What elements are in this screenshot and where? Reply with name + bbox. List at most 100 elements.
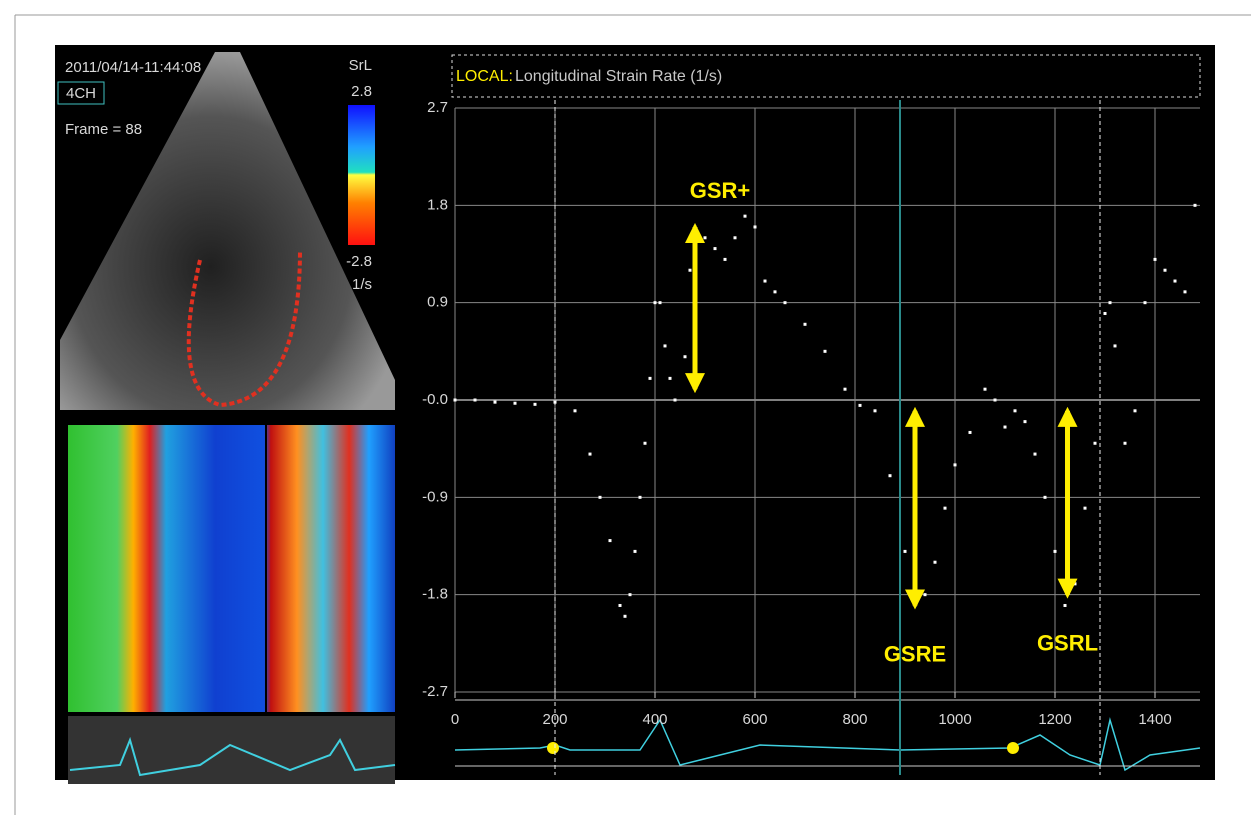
point: [1074, 582, 1077, 585]
point: [1144, 301, 1147, 304]
point: [1134, 409, 1137, 412]
point: [689, 269, 692, 272]
x-tick-label: 800: [842, 711, 867, 728]
y-tick-label: 0.9: [427, 294, 448, 311]
point: [534, 403, 537, 406]
y-tick-label: 1.8: [427, 196, 448, 213]
point: [1194, 204, 1197, 207]
point: [1154, 258, 1157, 261]
point: [454, 399, 457, 402]
point: [859, 404, 862, 407]
page: {"panel": {"timestamp": "2011/04/14-11:4…: [0, 0, 1251, 820]
point: [714, 247, 717, 250]
point: [984, 388, 987, 391]
point: [1054, 550, 1057, 553]
point: [634, 550, 637, 553]
point: [629, 593, 632, 596]
point: [784, 301, 787, 304]
point: [1084, 507, 1087, 510]
point: [1114, 344, 1117, 347]
point: [1064, 604, 1067, 607]
point: [754, 225, 757, 228]
point: [969, 431, 972, 434]
point: [1124, 442, 1127, 445]
point: [514, 402, 517, 405]
y-tick-label: -2.7: [422, 683, 448, 700]
point: [744, 215, 747, 218]
point: [1004, 426, 1007, 429]
point: [649, 377, 652, 380]
annotation-label: GSRL: [1037, 630, 1098, 655]
y-tick-label: -1.8: [422, 586, 448, 603]
point: [624, 615, 627, 618]
point: [954, 463, 957, 466]
point: [669, 377, 672, 380]
y-tick-label: 2.7: [427, 99, 448, 116]
event-dot: [547, 742, 559, 754]
point: [1104, 312, 1107, 315]
x-tick-label: 0: [451, 711, 459, 728]
point: [1109, 301, 1112, 304]
point: [844, 388, 847, 391]
color-bar: [348, 105, 375, 245]
point: [874, 409, 877, 412]
point: [924, 593, 927, 596]
y-tick-label: -0.0: [422, 391, 448, 408]
scale-unit: 1/s: [352, 276, 372, 293]
point: [704, 236, 707, 239]
point: [764, 280, 767, 283]
point: [659, 301, 662, 304]
point: [609, 539, 612, 542]
scale-min: -2.8: [346, 253, 372, 270]
chart-title: Longitudinal Strain Rate (1/s): [515, 68, 722, 85]
annotation-label: GSRE: [884, 641, 946, 666]
point: [674, 399, 677, 402]
point: [944, 507, 947, 510]
point: [554, 401, 557, 404]
point: [889, 474, 892, 477]
point: [684, 355, 687, 358]
event-dot: [1007, 742, 1019, 754]
point: [644, 442, 647, 445]
x-tick-label: 400: [642, 711, 667, 728]
annotation-label: GSR+: [690, 178, 751, 203]
y-tick-label: -0.9: [422, 488, 448, 505]
point: [824, 350, 827, 353]
point: [724, 258, 727, 261]
point: [1034, 453, 1037, 456]
point: [904, 550, 907, 553]
timestamp: 2011/04/14-11:44:08: [65, 59, 201, 76]
point: [804, 323, 807, 326]
title-label: LOCAL:: [456, 68, 513, 85]
point: [1014, 409, 1017, 412]
point: [639, 496, 642, 499]
x-tick-label: 1400: [1138, 711, 1171, 728]
point: [574, 409, 577, 412]
screen: 2011/04/14-11:44:08 4CH Frame = 88 SrL 2…: [0, 0, 1251, 815]
point: [1094, 442, 1097, 445]
scale-max: 2.8: [351, 83, 372, 100]
point: [734, 236, 737, 239]
point: [654, 301, 657, 304]
point: [619, 604, 622, 607]
frame: Frame = 88: [65, 121, 142, 138]
point: [1024, 420, 1027, 423]
x-tick-label: 600: [742, 711, 767, 728]
point: [1164, 269, 1167, 272]
view: 4CH: [66, 85, 96, 102]
point: [664, 344, 667, 347]
point: [994, 399, 997, 402]
point: [474, 399, 477, 402]
point: [1184, 290, 1187, 293]
point: [599, 496, 602, 499]
point: [934, 561, 937, 564]
x-tick-label: 1200: [1038, 711, 1071, 728]
x-tick-label: 1000: [938, 711, 971, 728]
point: [774, 290, 777, 293]
point: [1044, 496, 1047, 499]
m-mode: [68, 425, 395, 712]
point: [494, 401, 497, 404]
point: [1174, 280, 1177, 283]
scale-name: SrL: [349, 57, 372, 74]
point: [589, 453, 592, 456]
